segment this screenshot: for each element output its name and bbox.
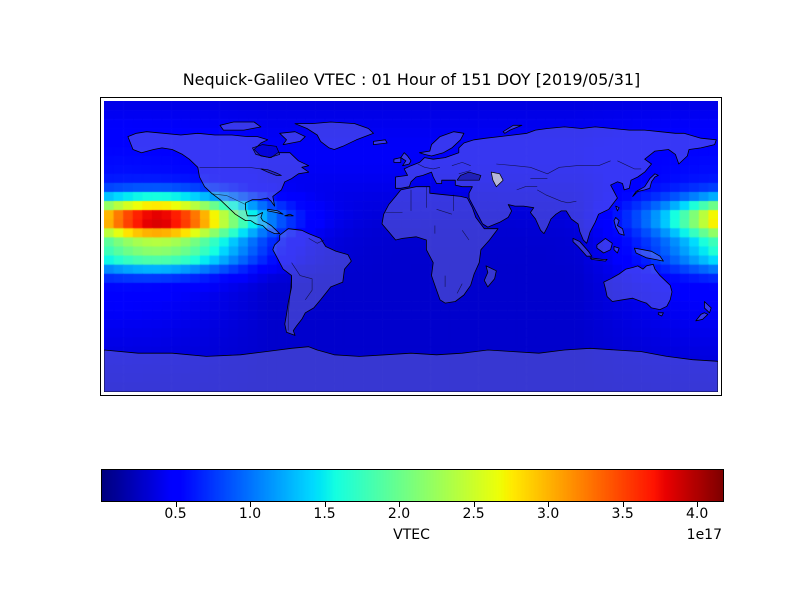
- colorbar-tick: [548, 502, 550, 507]
- inland-water: [252, 144, 281, 158]
- vtec-heatmap: [104, 101, 718, 392]
- colorbar-tick-label: 4.0: [686, 506, 709, 522]
- colorbar: [101, 469, 724, 502]
- landmass: [381, 186, 499, 304]
- landmass: [400, 152, 412, 167]
- map-area: [104, 101, 718, 392]
- landmass: [603, 263, 673, 310]
- country-border: [456, 283, 463, 294]
- world-coastlines-overlay: [104, 121, 718, 392]
- landmass: [279, 131, 306, 145]
- country-border: [436, 209, 452, 215]
- inland-water: [456, 171, 482, 181]
- colorbar-scale-label: 1e17: [686, 527, 722, 543]
- landmass: [596, 238, 613, 254]
- landmass: [419, 131, 465, 157]
- plot-title: Nequick-Galileo VTEC : 01 Hour of 151 DO…: [182, 70, 641, 89]
- landmass: [634, 247, 664, 262]
- landmass: [395, 126, 717, 244]
- country-border: [199, 167, 261, 170]
- landmass: [613, 217, 625, 236]
- country-border: [458, 170, 471, 175]
- country-border: [417, 163, 441, 170]
- colorbar-tick-label: 3.5: [611, 506, 634, 522]
- colorbar-tick-label: 2.0: [387, 506, 411, 522]
- colorbar-tick: [324, 502, 326, 507]
- country-border: [451, 162, 471, 166]
- landmass: [373, 139, 388, 145]
- country-border: [461, 230, 470, 241]
- country-border: [308, 238, 325, 244]
- landmass: [589, 257, 608, 262]
- landmass: [502, 124, 523, 134]
- colorbar-tick: [250, 502, 252, 507]
- map-frame: [100, 97, 722, 396]
- landmass: [483, 265, 497, 288]
- country-border: [211, 193, 246, 205]
- inland-water: [260, 168, 282, 176]
- landmass: [657, 312, 664, 317]
- landmass: [127, 131, 310, 234]
- landmass: [294, 121, 374, 150]
- colorbar-axis-label: VTEC: [393, 527, 430, 543]
- colorbar-tick-label: 0.5: [164, 506, 187, 522]
- country-border: [291, 262, 313, 300]
- landmass: [284, 213, 294, 217]
- landmass: [613, 246, 620, 254]
- country-border: [537, 189, 577, 204]
- colorbar-gradient: [102, 470, 723, 501]
- landmass: [219, 121, 262, 131]
- landmass: [572, 238, 593, 257]
- country-border: [287, 275, 292, 331]
- country-border: [617, 160, 642, 170]
- colorbar-tick: [622, 502, 624, 507]
- landmass: [695, 312, 709, 322]
- colorbar-tick-label: 1.0: [238, 506, 262, 522]
- colorbar-tick: [175, 502, 177, 507]
- country-border: [516, 186, 538, 191]
- landmass: [704, 301, 712, 314]
- landmass: [267, 208, 284, 215]
- colorbar-tick: [399, 502, 401, 507]
- colorbar-tick: [697, 502, 699, 507]
- landmass: [632, 173, 659, 197]
- colorbar-tick: [473, 502, 475, 507]
- colorbar-tick-label: 2.5: [462, 506, 485, 522]
- landmass: [615, 205, 620, 212]
- landmass: [393, 157, 402, 163]
- country-border: [496, 160, 611, 175]
- inland-water: [490, 171, 504, 188]
- colorbar-tick-label: 3.0: [536, 506, 560, 522]
- colorbar-tick-label: 1.5: [313, 506, 336, 522]
- landmass: [104, 346, 718, 392]
